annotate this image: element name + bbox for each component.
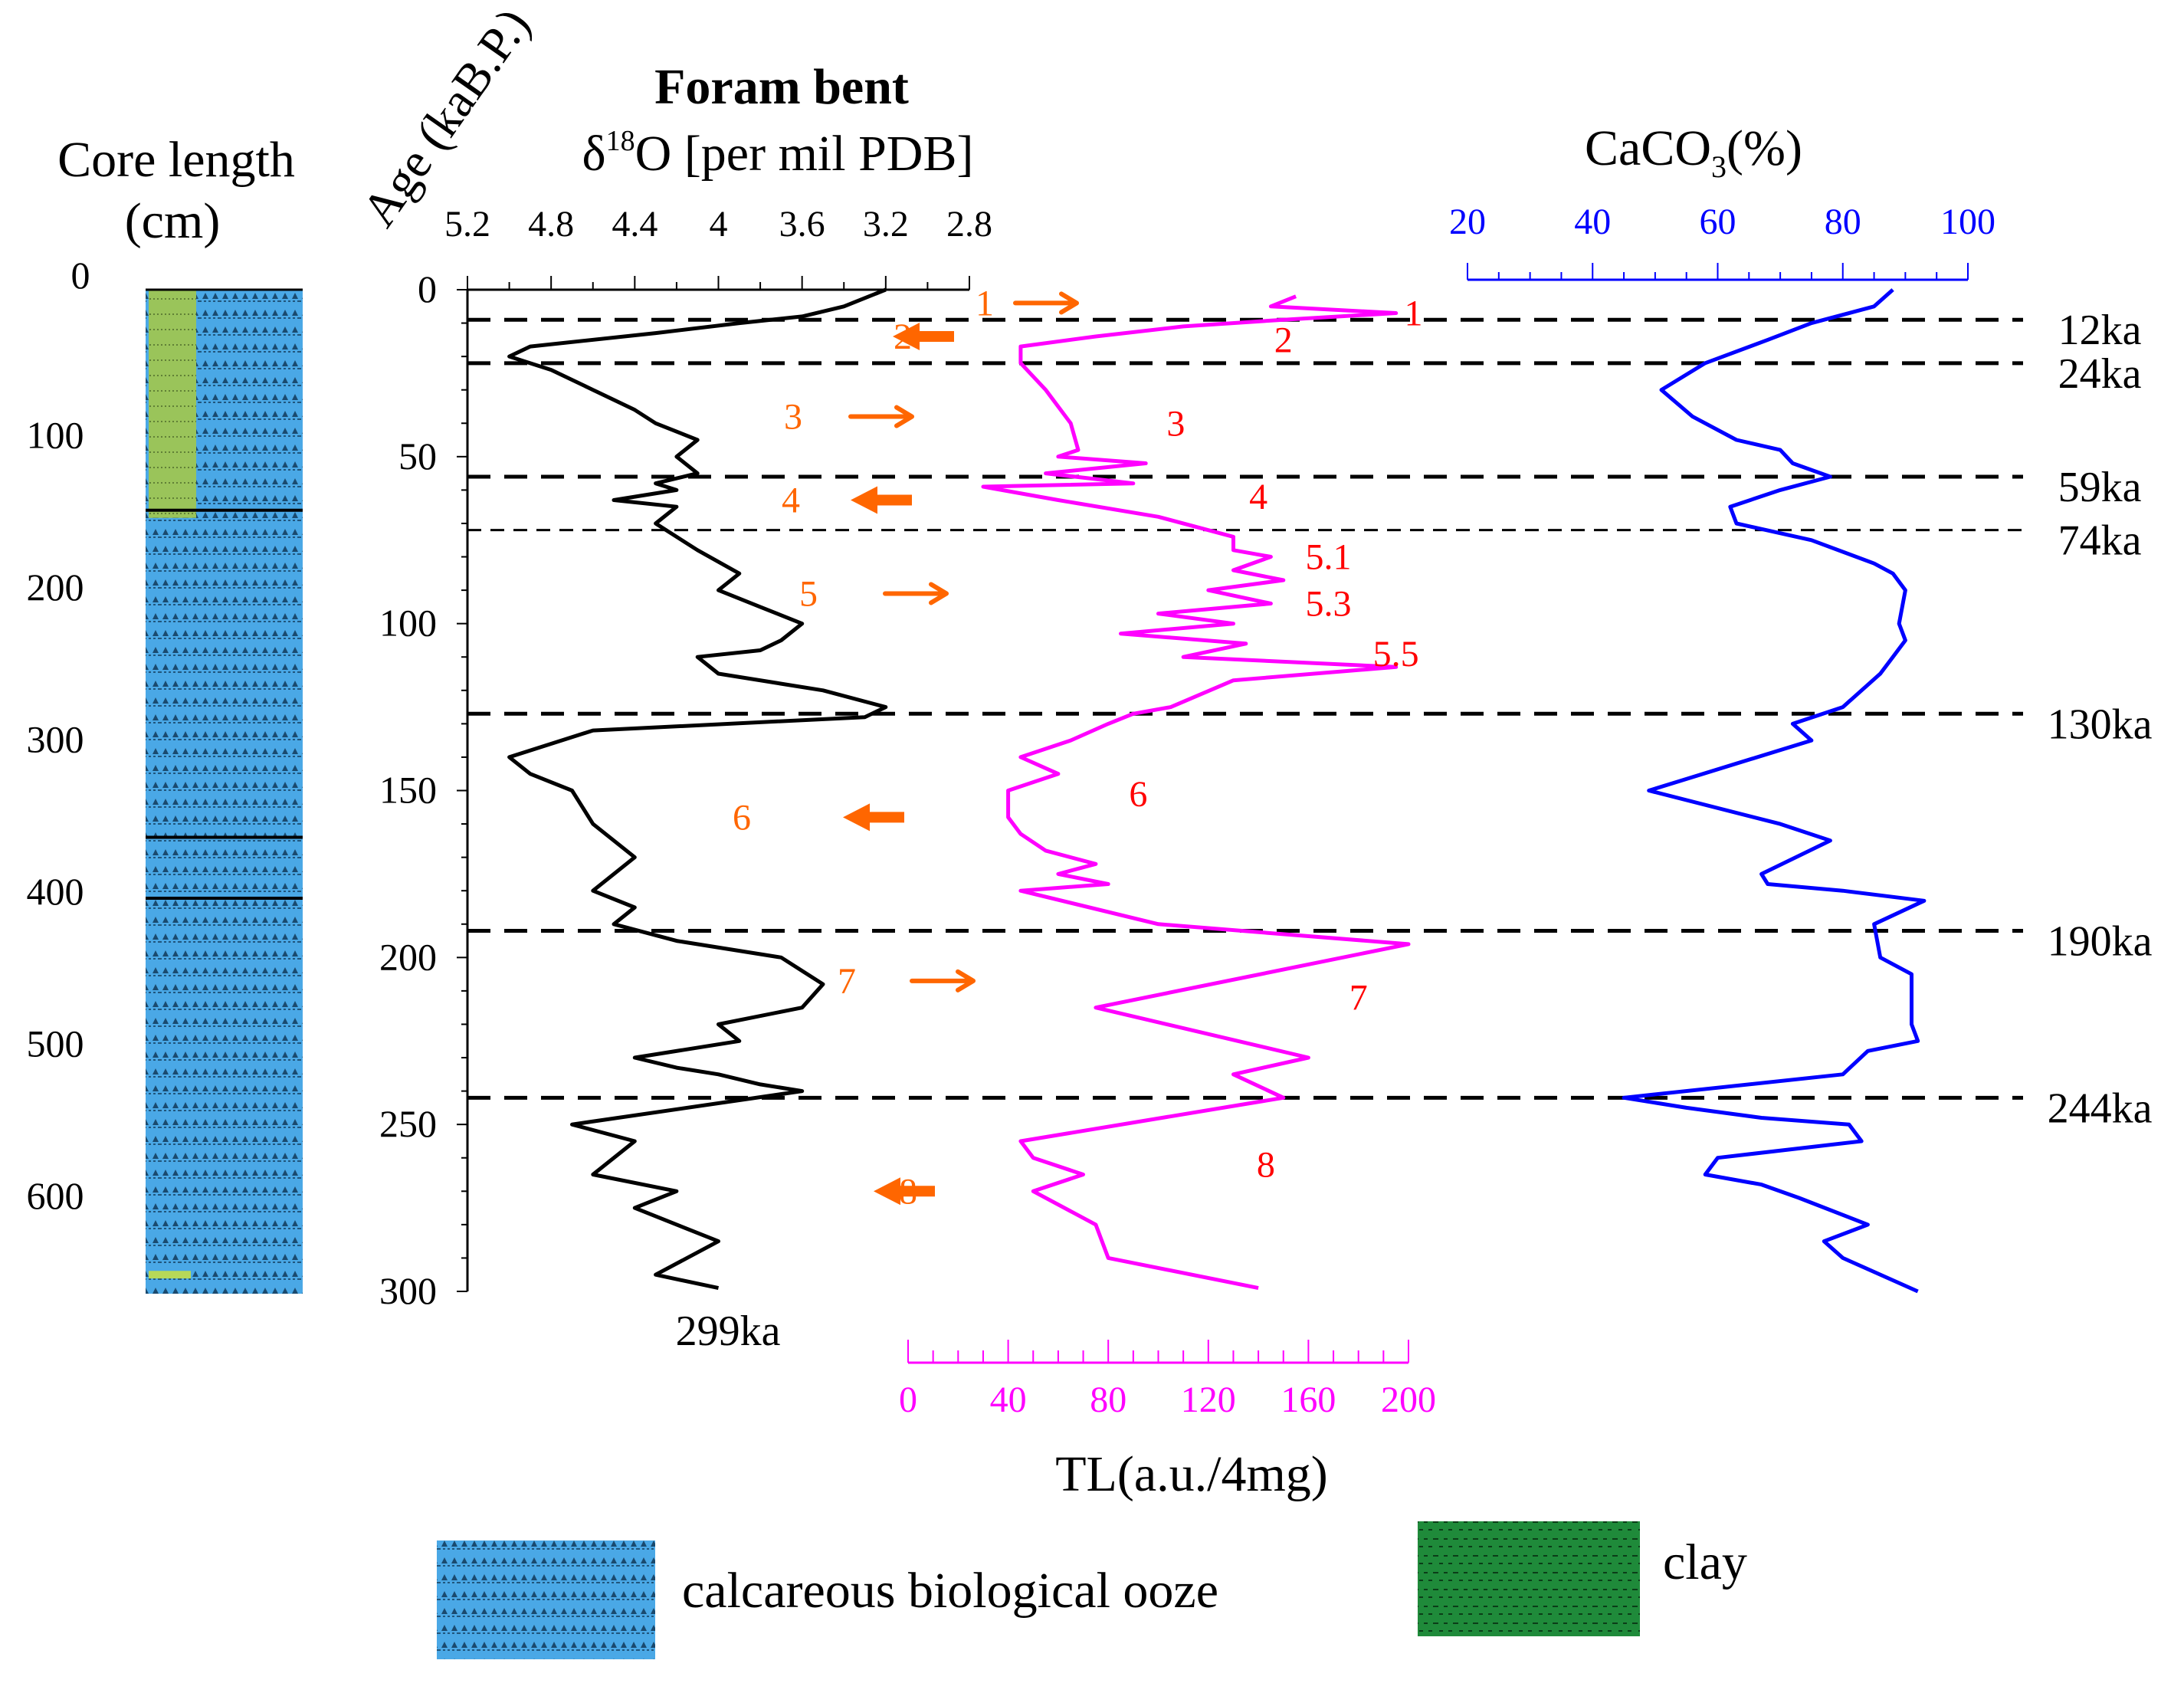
stage-label: 3 xyxy=(784,397,802,438)
age-tick-label: 250 xyxy=(379,1102,437,1145)
o18-tick-label: 3.6 xyxy=(779,204,825,244)
core-depth-tick-label: 0 xyxy=(71,254,90,297)
tl-tick-label: 40 xyxy=(990,1380,1027,1420)
boundary-label: 74ka xyxy=(2058,517,2142,565)
age-tick-label: 200 xyxy=(379,935,437,978)
age-tick-label: 50 xyxy=(398,435,437,477)
boundary-label: 59ka xyxy=(2058,464,2142,511)
stage-labels: 12345678 xyxy=(733,283,1079,1212)
legend-clay-swatch xyxy=(1418,1521,1640,1636)
core-depth-tick-label: 300 xyxy=(27,717,84,760)
o18-tick-label: 4 xyxy=(710,204,728,244)
age-axis: 0 50 100 150 200 250 300 xyxy=(379,267,469,1312)
boundary-label: 244ka xyxy=(2048,1084,2153,1132)
o18-title-sup: 18 xyxy=(606,125,635,157)
stage-label: 7 xyxy=(838,961,856,1002)
o18-title-line2: δ18O [per mil PDB] xyxy=(582,125,974,182)
tl-peak-label: 1 xyxy=(1405,293,1423,333)
o18-title-line1: Foram bent xyxy=(654,59,909,115)
stage-label: 6 xyxy=(733,797,751,838)
stage-arrow-right xyxy=(848,405,914,428)
o18-tick-label: 4.4 xyxy=(612,204,657,244)
tl-tick-label: 0 xyxy=(899,1380,917,1420)
tl-peak-label: 8 xyxy=(1257,1144,1275,1185)
caco3-tick-label: 80 xyxy=(1825,202,1861,242)
caco3-title-rest: (%) xyxy=(1727,120,1802,176)
legend-clay-label: clay xyxy=(1663,1534,1747,1590)
age-tick-label: 150 xyxy=(379,769,437,812)
stage-arrow-right xyxy=(1013,291,1079,315)
legend-ooze-label: calcareous biological ooze xyxy=(682,1563,1218,1619)
caco3-tick-label: 20 xyxy=(1449,202,1486,242)
tl-peak-label: 3 xyxy=(1166,403,1185,444)
age-tick-label: 300 xyxy=(379,1269,437,1312)
boundary-label: 12ka xyxy=(2058,307,2142,354)
stage-label: 1 xyxy=(976,283,994,323)
caco3-title-sub: 3 xyxy=(1711,149,1727,184)
caco3-title: CaCO3(%) xyxy=(1585,120,1802,184)
tl-axis: 0 40 80 120 160 200 xyxy=(899,1340,1436,1420)
core-depth-tick-label: 200 xyxy=(27,566,84,609)
age-axis-label: Age (kaB.P.) xyxy=(351,0,540,236)
tl-peak-label: 5.3 xyxy=(1306,584,1352,625)
stage-arrow-left xyxy=(851,486,912,514)
stage-label: 4 xyxy=(782,480,800,520)
tl-tick-label: 200 xyxy=(1381,1380,1436,1420)
caco3-series-line xyxy=(1622,288,1927,1294)
tl-peak-label: 2 xyxy=(1274,320,1293,360)
tl-tick-label: 120 xyxy=(1181,1380,1236,1420)
tl-tick-label: 160 xyxy=(1281,1380,1336,1420)
core-depth-tick-label: 500 xyxy=(27,1022,84,1065)
stage-label: 5 xyxy=(799,573,818,614)
core-clay-layer xyxy=(149,290,196,518)
legend-ooze-swatch xyxy=(437,1540,655,1659)
tl-axis-label: TL(a.u./4mg) xyxy=(1055,1446,1328,1502)
tl-peak-label: 7 xyxy=(1349,978,1368,1019)
tl-series-line xyxy=(981,294,1411,1291)
boundary-label: 190ka xyxy=(2048,917,2153,965)
caco3-tick-label: 40 xyxy=(1574,202,1611,242)
tl-peak-label: 5.1 xyxy=(1306,537,1352,578)
tl-peak-label: 4 xyxy=(1249,477,1267,517)
tl-peak-label: 5.5 xyxy=(1373,634,1419,674)
core-clay-layer xyxy=(149,1271,191,1279)
stage-arrow-right xyxy=(910,969,976,993)
caco3-tick-label: 60 xyxy=(1700,202,1736,242)
core-depth-tick-label: 600 xyxy=(27,1174,84,1217)
o18-tick-label: 2.8 xyxy=(946,204,992,244)
core-title-line1: Core length xyxy=(57,132,295,188)
o18-title-rest: O [per mil PDB] xyxy=(635,126,974,182)
core-title-line2: (cm) xyxy=(125,193,221,249)
stage-arrow-left xyxy=(843,803,904,832)
age-tick-label: 100 xyxy=(379,602,437,645)
age-tick-label: 0 xyxy=(418,267,437,310)
core-depth-ticks: 0 100 200 300 400 500 600 xyxy=(27,254,90,1217)
caco3-title-main: CaCO xyxy=(1585,120,1711,176)
o18-title-delta: δ xyxy=(582,126,606,182)
o18-end-label: 299ka xyxy=(676,1307,781,1355)
o18-tick-label: 5.2 xyxy=(444,204,490,244)
stage-arrow-right xyxy=(883,582,949,605)
tl-tick-label: 80 xyxy=(1090,1380,1126,1420)
stage-arrow-left xyxy=(893,322,954,350)
o18-tick-label: 4.8 xyxy=(528,204,574,244)
boundary-label: 130ka xyxy=(2048,700,2153,748)
o18-tick-label: 3.2 xyxy=(863,204,909,244)
core-column xyxy=(146,288,303,1294)
boundary-label: 24ka xyxy=(2058,350,2142,398)
o18-series-line xyxy=(507,287,888,1291)
core-depth-tick-label: 400 xyxy=(27,870,84,913)
o18-axis: 5.2 4.8 4.4 4 3.6 3.2 2.8 xyxy=(444,204,992,291)
stage-arrow-left xyxy=(874,1177,935,1206)
core-depth-tick-label: 100 xyxy=(27,413,84,456)
series-lines: 299ka 1 2 3 4 5.1 5.3 5.5 6 7 8 xyxy=(507,287,1927,1355)
tl-peak-label: 6 xyxy=(1129,774,1147,815)
caco3-tick-label: 100 xyxy=(1940,202,1995,242)
caco3-axis: 20 40 60 80 100 xyxy=(1449,202,1995,281)
